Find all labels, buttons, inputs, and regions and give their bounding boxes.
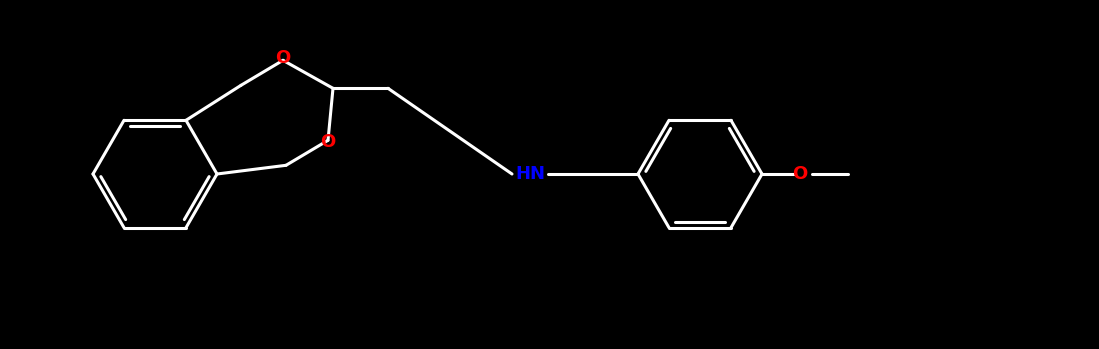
Text: O: O [276,49,290,67]
Text: HN: HN [515,165,545,183]
Text: O: O [321,133,335,151]
Text: O: O [792,165,808,183]
